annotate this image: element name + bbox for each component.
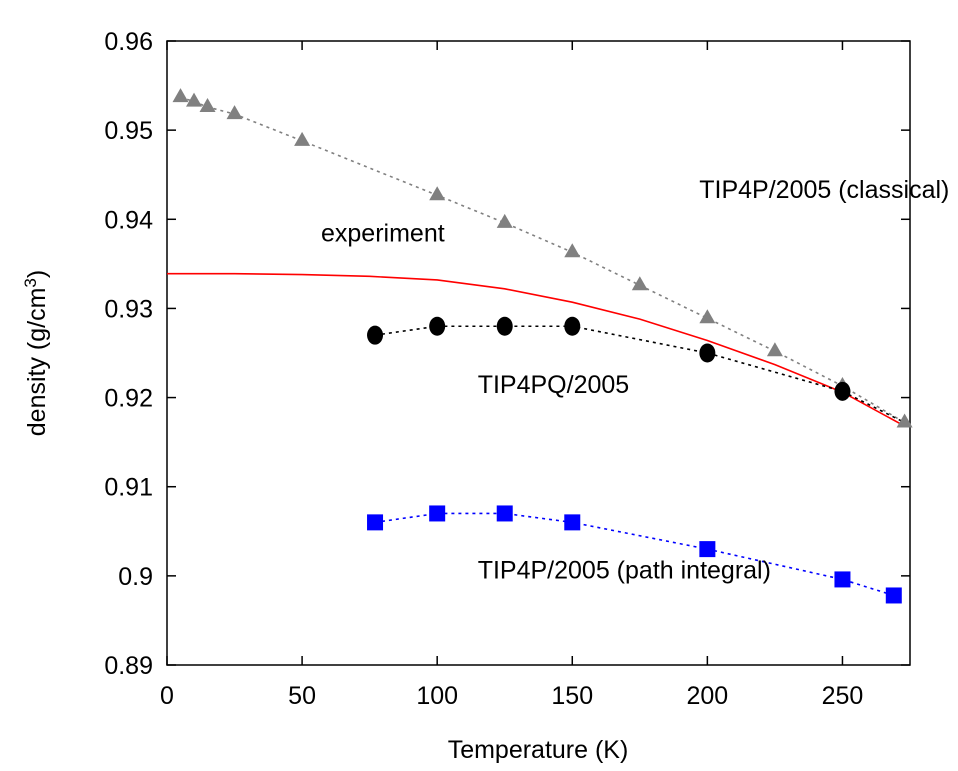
triangle-marker xyxy=(172,88,189,103)
series-annotation: TIP4P/2005 (path integral) xyxy=(478,557,771,585)
y-tick-label: 0.94 xyxy=(104,206,153,234)
y-tick-label: 0.95 xyxy=(104,117,153,145)
x-axis: 0 50 100 150 200 250 xyxy=(160,41,863,710)
y-tick-label: 0.96 xyxy=(104,28,153,56)
triangle-marker xyxy=(294,131,311,146)
triangle-marker xyxy=(699,309,716,324)
series-annotation: TIP4PQ/2005 xyxy=(478,371,629,399)
triangle-marker xyxy=(199,97,216,112)
annotations: TIP4P/2005 (classical) experiment TIP4PQ/2… xyxy=(321,176,949,585)
y-tick-label: 0.89 xyxy=(104,652,153,680)
triangle-marker xyxy=(766,342,783,357)
square-marker xyxy=(564,514,581,531)
triangle-marker xyxy=(429,186,446,201)
square-marker xyxy=(885,587,902,604)
y-tick-label: 0.91 xyxy=(104,474,153,502)
plot-frame xyxy=(166,40,911,666)
series-line-2 xyxy=(374,325,905,424)
square-marker xyxy=(496,505,513,522)
series-markers xyxy=(172,88,913,604)
x-tick-label: 0 xyxy=(160,682,174,710)
circle-marker xyxy=(699,343,716,363)
y-tick-label: 0.92 xyxy=(104,385,153,413)
square-marker xyxy=(699,541,716,558)
x-tick-label: 250 xyxy=(822,682,864,710)
triangle-marker xyxy=(564,243,581,258)
series-line-1 xyxy=(167,272,905,427)
triangle-marker xyxy=(896,413,913,428)
circle-marker xyxy=(496,316,513,336)
triangle-marker xyxy=(186,92,203,107)
y-tick-label: 0.9 xyxy=(118,563,153,591)
y-axis: 0.89 0.9 0.91 0.92 0.93 0.94 0.95 0.96 xyxy=(104,28,910,680)
triangle-marker xyxy=(226,105,243,120)
x-tick-label: 200 xyxy=(687,682,729,710)
series-annotation: experiment xyxy=(321,220,445,248)
circle-marker xyxy=(429,316,446,336)
y-axis-label: density (g/cm3) xyxy=(21,270,51,436)
circle-marker xyxy=(834,381,851,401)
x-tick-label: 150 xyxy=(551,682,593,710)
square-marker xyxy=(429,505,446,522)
y-tick-label: 0.93 xyxy=(104,295,153,323)
series-annotation: TIP4P/2005 (classical) xyxy=(699,176,949,204)
x-tick-label: 100 xyxy=(416,682,458,710)
square-marker xyxy=(367,514,384,531)
circle-marker xyxy=(367,325,384,345)
series-lines xyxy=(167,96,906,597)
triangle-marker xyxy=(631,276,648,291)
square-marker xyxy=(834,571,851,588)
triangle-marker xyxy=(496,213,513,228)
circle-marker xyxy=(564,316,581,336)
x-tick-label: 50 xyxy=(288,682,316,710)
x-axis-label: Temperature (K) xyxy=(448,736,629,764)
